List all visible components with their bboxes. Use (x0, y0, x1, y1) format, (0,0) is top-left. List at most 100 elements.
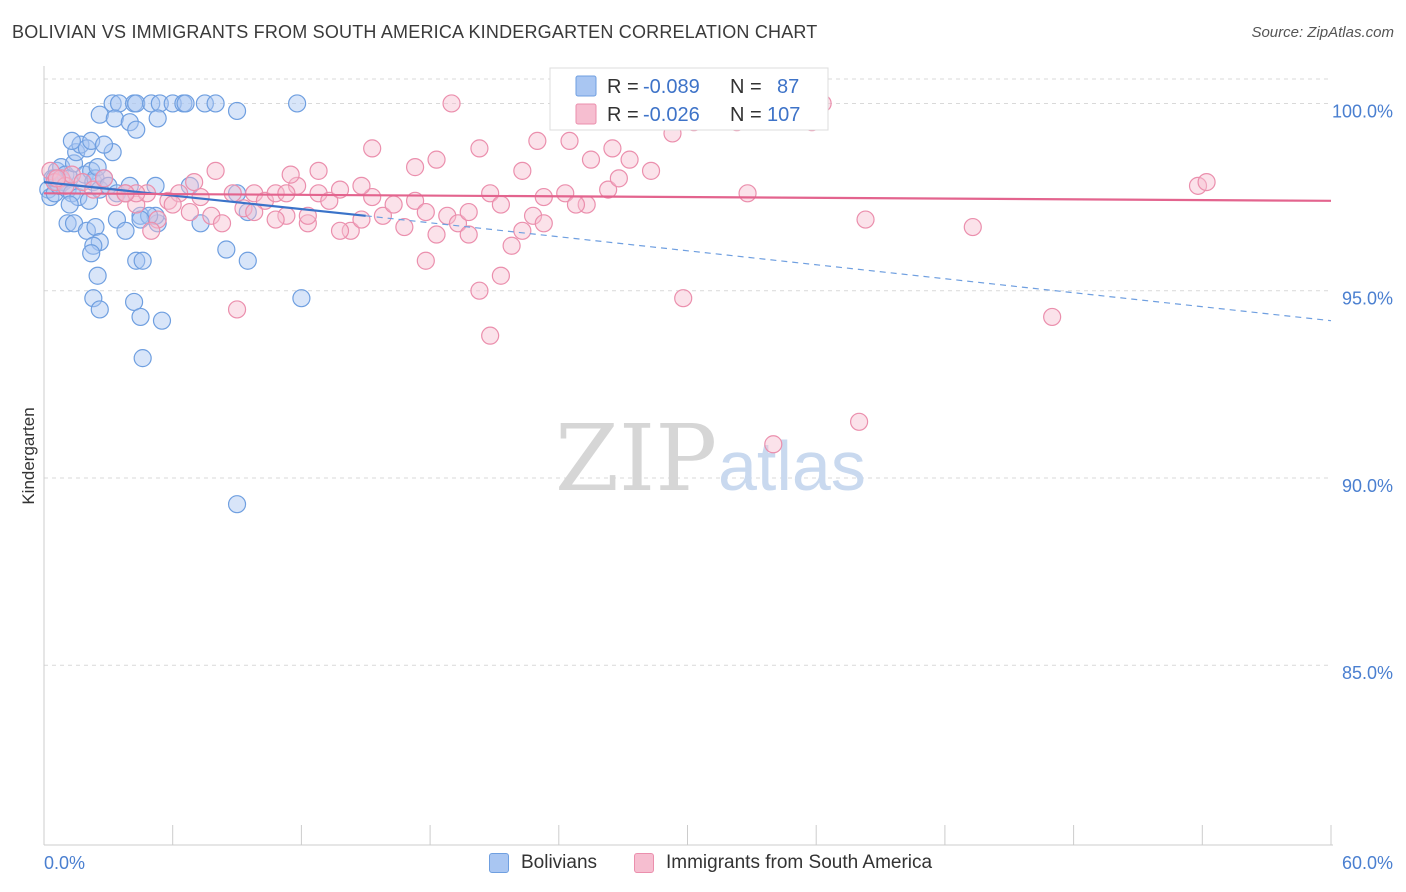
point-immigrants-46 (513, 221, 532, 240)
point-immigrants-73 (352, 176, 371, 195)
point-bolivians-61 (103, 94, 122, 113)
point-bolivians-57 (238, 251, 257, 270)
point-immigrants-77 (470, 139, 489, 158)
y-tick-label-1: 95.0% (1342, 289, 1393, 309)
point-immigrants-41 (459, 202, 478, 222)
chart-title: BOLIVIAN VS IMMIGRANTS FROM SOUTH AMERIC… (12, 22, 818, 42)
point-immigrants-18 (212, 214, 232, 233)
point-immigrants-101 (298, 206, 317, 225)
watermark-atlas: atlas (718, 427, 866, 505)
point-bolivians-56 (217, 240, 236, 259)
point-bolivians-47 (127, 251, 146, 270)
y-axis-label: Kindergarten (19, 407, 38, 504)
point-immigrants-26 (298, 214, 317, 233)
point-bolivians-72 (288, 94, 307, 113)
trend-line-bolivians-extension (365, 215, 1332, 322)
point-immigrants-70 (227, 300, 247, 319)
point-immigrants-49 (556, 184, 575, 203)
point-immigrants-51 (599, 180, 618, 199)
point-bolivians-39 (82, 244, 101, 263)
stats-r-value-immigrants: -0.026 (643, 104, 700, 126)
stats-n-label-bolivians: N = (730, 76, 762, 98)
point-immigrants-15 (180, 202, 199, 222)
point-bolivians-52 (124, 292, 144, 312)
point-bolivians-51 (90, 300, 109, 319)
legend-swatch-immigrants (634, 853, 654, 873)
point-bolivians-41 (116, 221, 135, 240)
point-immigrants-90 (459, 225, 478, 244)
point-bolivians-80 (94, 135, 114, 154)
stats-legend-swatch-immigrants (575, 103, 597, 125)
point-immigrants-100 (266, 210, 285, 229)
point-immigrants-81 (581, 150, 601, 169)
y-tick-label-2: 90.0% (1342, 476, 1393, 496)
point-bolivians-38 (84, 236, 103, 255)
point-immigrants-21 (245, 184, 264, 203)
bottom-legend: Bolivians Immigrants from South America (0, 850, 1406, 880)
point-bolivians-13 (64, 154, 84, 173)
point-bolivians-24 (88, 158, 107, 177)
point-bolivians-73 (90, 105, 109, 124)
point-immigrants-27 (309, 184, 328, 203)
point-immigrants-62 (764, 435, 783, 454)
point-immigrants-28 (320, 191, 339, 210)
point-immigrants-60 (481, 326, 500, 345)
watermark: ZIP atlas (555, 405, 866, 512)
point-bolivians-32 (60, 195, 79, 214)
point-immigrants-33 (373, 206, 393, 225)
legend-label-bolivians: Bolivians (521, 852, 598, 873)
point-immigrants-103 (245, 202, 264, 222)
point-immigrants-61 (674, 289, 693, 308)
point-immigrants-82 (603, 139, 622, 158)
point-immigrants-94 (609, 169, 628, 188)
point-immigrants-93 (566, 195, 586, 214)
point-immigrants-40 (448, 214, 468, 233)
point-immigrants-43 (481, 184, 500, 203)
point-bolivians-50 (84, 289, 103, 308)
point-immigrants-12 (148, 210, 167, 229)
point-immigrants-52 (620, 150, 639, 169)
point-bolivians-20 (79, 191, 99, 210)
axes-layer: 100.0% 95.0% 90.0% 85.0% 0.0% 60.0% (43, 66, 1393, 873)
point-immigrants-30 (341, 221, 360, 240)
point-immigrants-42 (470, 281, 489, 300)
point-immigrants-37 (416, 202, 435, 222)
point-bolivians-36 (86, 217, 105, 237)
point-bolivians-67 (163, 94, 182, 113)
point-immigrants-29 (330, 180, 350, 199)
point-bolivians-55 (133, 349, 152, 368)
point-bolivians-69 (176, 94, 195, 113)
point-immigrants-57 (738, 184, 757, 203)
point-immigrants-71 (281, 165, 300, 184)
point-immigrants-23 (266, 184, 285, 203)
point-immigrants-89 (416, 251, 435, 270)
point-immigrants-92 (534, 214, 553, 233)
point-immigrants-53 (641, 161, 661, 180)
point-bolivians-58 (191, 214, 210, 233)
point-immigrants-44 (491, 266, 510, 285)
chart-source: Source: ZipAtlas.com (1251, 24, 1394, 41)
point-immigrants-91 (491, 195, 510, 214)
point-bolivians-53 (131, 307, 150, 327)
point-immigrants-65 (963, 217, 982, 237)
stats-n-value-bolivians: 87 (777, 76, 799, 98)
point-bolivians-77 (148, 109, 167, 128)
point-immigrants-95 (185, 173, 204, 192)
point-immigrants-102 (330, 221, 350, 240)
point-immigrants-0 (41, 161, 60, 180)
point-immigrants-96 (163, 195, 182, 214)
point-bolivians-70 (195, 94, 214, 113)
point-immigrants-64 (856, 210, 875, 229)
point-bolivians-71 (206, 94, 225, 113)
point-bolivians-76 (127, 120, 146, 139)
stats-n-label-immigrants: N = (730, 104, 762, 126)
legend-label-immigrants: Immigrants from South America (666, 852, 933, 873)
point-bolivians-74 (105, 109, 124, 128)
watermark-zip: ZIP (555, 405, 717, 512)
x-tick-label-max: 60.0% (1342, 853, 1393, 873)
stats-r-value-bolivians: -0.089 (643, 76, 700, 98)
point-immigrants-66 (1043, 307, 1062, 327)
point-bolivians-78 (227, 101, 247, 121)
point-bolivians-33 (58, 214, 77, 233)
